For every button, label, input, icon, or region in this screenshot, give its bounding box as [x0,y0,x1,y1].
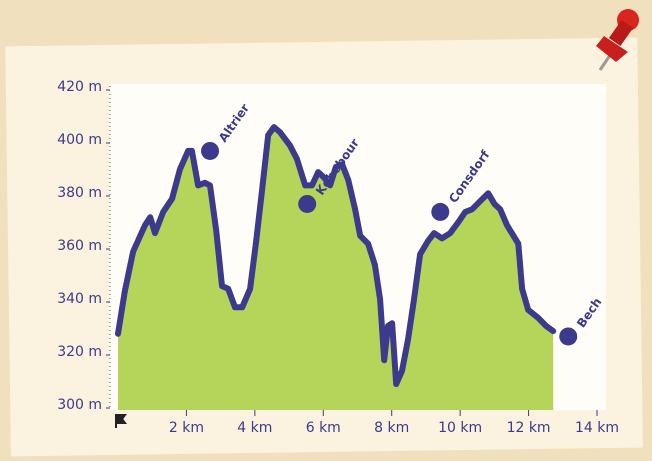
y-tick-label: 320 m [57,344,102,360]
waypoint [298,195,316,213]
y-tick-label: 380 m [57,185,102,201]
x-tick-label: 8 km [374,420,409,436]
waypoint [431,203,449,221]
x-tick-label: 6 km [306,420,341,436]
page: {"chart_data": {"type": "area", "x": [0,… [0,0,652,457]
y-tick-label: 420 m [57,79,102,95]
y-tick-label: 340 m [57,291,102,307]
y-tick-label: 300 m [57,397,102,413]
y-tick-label: 400 m [57,132,102,148]
waypoint [201,142,219,160]
x-tick-label: 10 km [438,420,482,436]
x-tick-label: 12 km [507,420,551,436]
x-tick-label: 14 km [575,420,619,436]
y-tick-label: 360 m [57,238,102,254]
x-tick-label: 2 km [169,420,204,436]
waypoint [559,327,577,345]
chart: 300 m 320 m 340 m 360 m 380 m 400 m 420 m 2 km 4… [0,0,652,457]
x-tick-label: 4 km [237,420,272,436]
